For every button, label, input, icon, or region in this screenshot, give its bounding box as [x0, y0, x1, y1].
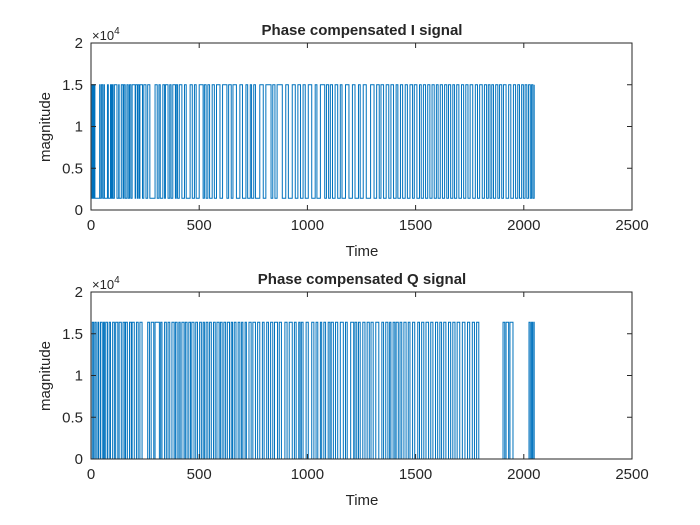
- chart-title: Phase compensated I signal: [262, 22, 463, 39]
- y-tick-label: 0: [75, 202, 83, 219]
- x-ticks: 0 500 1000 1500 2000 2500: [87, 43, 649, 234]
- signal-line: [91, 84, 535, 199]
- y-tick-label: 2: [75, 35, 83, 52]
- x-tick-label: 2500: [615, 466, 648, 483]
- y-tick-label: 0.5: [62, 160, 83, 177]
- y-tick-label: 1.5: [62, 77, 83, 94]
- y-axis-label: magnitude: [37, 341, 54, 411]
- subplot-i-signal: Phase compensated I signal 0 500 1000 1500 2…: [37, 22, 649, 260]
- x-tick-label: 2500: [615, 217, 648, 234]
- x-tick-label: 2000: [507, 217, 540, 234]
- y-exponent-label: ×104: [92, 275, 120, 292]
- y-tick-label: 2: [75, 284, 83, 301]
- x-axis-label: Time: [346, 492, 379, 509]
- y-tick-label: 1: [75, 368, 83, 385]
- x-tick-label: 500: [187, 466, 212, 483]
- x-tick-label: 1500: [399, 466, 432, 483]
- y-tick-label: 1.5: [62, 326, 83, 343]
- x-axis-label: Time: [346, 243, 379, 260]
- x-tick-label: 1000: [291, 466, 324, 483]
- y-axis-label: magnitude: [37, 92, 54, 162]
- x-tick-label: 1000: [291, 217, 324, 234]
- x-tick-label: 0: [87, 466, 95, 483]
- y-ticks: 0 0.5 1 1.5 2: [62, 35, 632, 219]
- x-ticks: 0 500 1000 1500 2000 2500: [87, 292, 649, 483]
- y-exponent-label: ×104: [92, 26, 120, 43]
- x-tick-label: 1500: [399, 217, 432, 234]
- chart-title: Phase compensated Q signal: [258, 271, 466, 288]
- x-tick-label: 500: [187, 217, 212, 234]
- x-tick-label: 2000: [507, 466, 540, 483]
- y-ticks: 0 0.5 1 1.5 2: [62, 284, 632, 468]
- y-tick-label: 1: [75, 119, 83, 136]
- plot-area: [91, 84, 535, 199]
- x-tick-label: 0: [87, 217, 95, 234]
- subplot-q-signal: Phase compensated Q signal 0 500 1000 1500 2…: [37, 271, 649, 509]
- y-tick-label: 0: [75, 451, 83, 468]
- y-tick-label: 0.5: [62, 409, 83, 426]
